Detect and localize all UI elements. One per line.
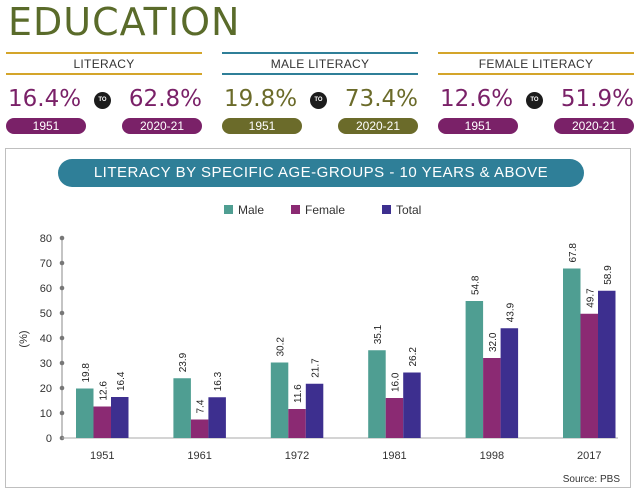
data-label-total-1981: 26.2 xyxy=(408,347,419,367)
data-label-female-1998: 32.0 xyxy=(488,332,499,352)
bar-male-1951 xyxy=(76,388,94,438)
data-label-total-1998: 43.9 xyxy=(505,302,516,322)
bar-female-1998 xyxy=(483,358,501,438)
bar-total-1998 xyxy=(500,328,519,438)
stat-to-year-pill: 2020-21 xyxy=(554,118,634,134)
stat-from-year-pill: 1951 xyxy=(6,118,86,134)
stat-from-value: 19.8% xyxy=(224,86,298,112)
y-tick-label: 60 xyxy=(40,283,52,295)
stat-label: LITERACY xyxy=(73,57,135,71)
legend-label-total: Total xyxy=(396,203,421,217)
data-label-male-1998: 54.8 xyxy=(470,275,481,295)
y-tick-label: 20 xyxy=(40,383,52,395)
data-label-male-1951: 19.8 xyxy=(81,363,92,383)
literacy-stat: LITERACY 16.4% TO 62.8% 1951 2020-21 xyxy=(6,52,202,136)
bar-male-1972 xyxy=(270,362,289,438)
y-tick-label: 50 xyxy=(40,308,52,320)
legend-swatch-total xyxy=(382,205,391,214)
legend-swatch-male xyxy=(224,205,233,214)
female-literacy-stat: FEMALE LITERACY 12.6% TO 51.9% 1951 2020… xyxy=(438,52,634,136)
bar-male-1981 xyxy=(368,350,386,438)
y-tick-label: 10 xyxy=(40,408,52,420)
y-tick-dot xyxy=(59,335,65,341)
stat-from-value: 12.6% xyxy=(440,86,514,112)
bar-female-1981 xyxy=(385,398,404,438)
stat-to-year-pill: 2020-21 xyxy=(122,118,202,134)
legend-swatch-female xyxy=(291,205,300,214)
bar-total-1961 xyxy=(208,397,226,438)
y-tick-label: 0 xyxy=(46,433,52,445)
legend-label-female: Female xyxy=(305,203,345,217)
x-tick-label-1998: 1998 xyxy=(480,450,504,462)
y-tick-dot xyxy=(59,360,65,366)
legend-label-male: Male xyxy=(238,203,264,217)
stat-from-value: 16.4% xyxy=(8,86,82,112)
x-tick-label-1981: 1981 xyxy=(382,450,406,462)
stat-from-year-pill: 1951 xyxy=(222,118,302,134)
stat-label: FEMALE LITERACY xyxy=(478,57,594,71)
bar-male-1961 xyxy=(173,378,191,438)
chart-panel: LITERACY BY SPECIFIC AGE-GROUPS - 10 YEA… xyxy=(5,148,631,488)
bar-male-1998 xyxy=(465,301,484,438)
y-tick-dot xyxy=(59,385,65,391)
male-literacy-stat: MALE LITERACY 19.8% TO 73.4% 1951 2020-2… xyxy=(222,52,418,136)
source-note: Source: PBS xyxy=(562,474,620,485)
data-label-female-1951: 12.6 xyxy=(98,381,109,401)
y-tick-dot xyxy=(59,410,65,416)
x-tick-label-1972: 1972 xyxy=(285,450,309,462)
y-tick-label: 30 xyxy=(40,358,52,370)
stat-to-value: 62.8% xyxy=(128,86,202,112)
stat-divider-bottom xyxy=(438,73,634,75)
to-badge: TO xyxy=(526,92,543,109)
y-tick-dot xyxy=(59,285,65,291)
bar-total-1981 xyxy=(403,372,421,438)
page-title: EDUCATION xyxy=(8,0,241,44)
stat-label: MALE LITERACY xyxy=(270,57,370,71)
x-tick-label-2017: 2017 xyxy=(577,450,601,462)
x-tick-label-1961: 1961 xyxy=(187,450,211,462)
bar-female-1972 xyxy=(288,409,306,438)
stat-divider-bottom xyxy=(6,73,202,75)
to-badge: TO xyxy=(310,92,327,109)
data-label-total-1951: 16.4 xyxy=(116,371,127,391)
stat-to-value: 51.9% xyxy=(560,86,634,112)
stat-divider-top xyxy=(222,52,418,54)
bar-chart: Male Female Total 0 10 20 30 40 50 60 70 80 (%) 19.8 1… xyxy=(18,203,618,462)
data-label-male-1981: 35.1 xyxy=(373,324,384,344)
bar-female-1951 xyxy=(93,406,111,438)
data-label-total-2017: 58.9 xyxy=(603,265,614,285)
bar-total-2017 xyxy=(598,290,616,438)
data-label-male-2017: 67.8 xyxy=(568,243,579,263)
chart-title: LITERACY BY SPECIFIC AGE-GROUPS - 10 YEA… xyxy=(58,159,584,187)
y-tick-dot xyxy=(59,235,65,241)
stat-from-year-pill: 1951 xyxy=(438,118,518,134)
y-tick-dot xyxy=(59,310,65,316)
bar-total-1951 xyxy=(111,397,129,438)
y-tick-dot xyxy=(59,260,65,266)
to-badge: TO xyxy=(94,92,111,109)
x-tick-label-1951: 1951 xyxy=(90,450,114,462)
data-label-male-1961: 23.9 xyxy=(178,352,189,372)
stat-to-value: 73.4% xyxy=(344,86,418,112)
stat-divider-top xyxy=(6,52,202,54)
y-tick-label: 40 xyxy=(40,333,52,345)
data-label-female-1972: 11.6 xyxy=(293,384,304,403)
y-tick-label: 70 xyxy=(40,258,52,270)
bar-male-2017 xyxy=(563,268,581,438)
y-axis-label: (%) xyxy=(18,330,30,347)
stat-to-year-pill: 2020-21 xyxy=(338,118,418,134)
bar-female-1961 xyxy=(190,419,209,438)
stat-divider-bottom xyxy=(222,73,418,75)
data-label-female-2017: 49.7 xyxy=(585,288,596,308)
bar-female-2017 xyxy=(580,313,598,438)
data-label-male-1972: 30.2 xyxy=(276,337,287,357)
y-tick-label: 80 xyxy=(40,233,52,245)
data-label-total-1961: 16.3 xyxy=(213,371,224,391)
data-label-female-1981: 16.0 xyxy=(390,372,401,392)
stat-divider-top xyxy=(438,52,634,54)
bar-total-1972 xyxy=(305,383,324,438)
data-label-total-1972: 21.7 xyxy=(311,358,322,378)
data-label-female-1961: 7.4 xyxy=(196,399,207,413)
